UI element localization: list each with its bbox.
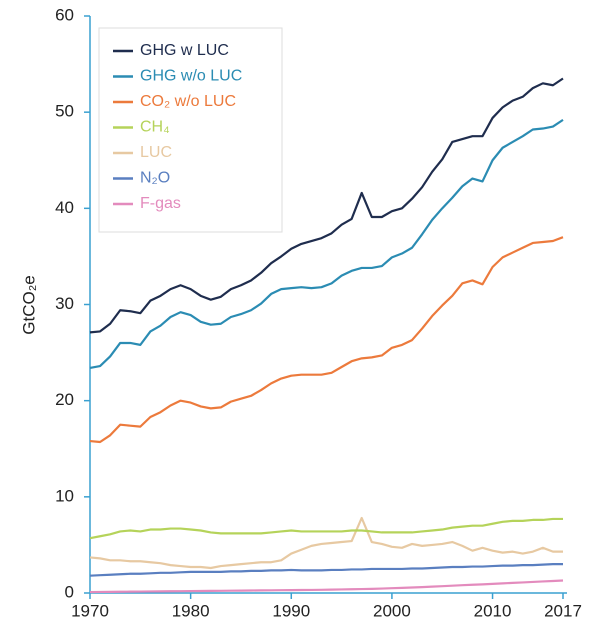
y-tick-label: 50: [55, 102, 74, 121]
series-line: [89, 579, 564, 594]
legend-label: CH₄: [140, 119, 170, 136]
y-axis-label: GtCO₂e: [19, 275, 38, 335]
legend-label: CO₂ w/o LUC: [140, 93, 236, 110]
y-tick-label: 0: [65, 582, 74, 601]
legend-label: F-gas: [140, 195, 181, 212]
y-tick-label: 60: [55, 5, 74, 24]
x-tick-label: 2000: [373, 601, 411, 620]
y-tick-label: 30: [55, 294, 74, 313]
series-line: [89, 563, 563, 577]
x-tick-label: 1980: [172, 601, 210, 620]
series-line: [89, 517, 563, 540]
series-line: [89, 118, 564, 370]
legend-box: [98, 27, 283, 233]
x-tick-label: 1970: [71, 601, 109, 620]
x-tick-label: 2017: [544, 601, 582, 620]
y-tick-label: 20: [55, 390, 74, 409]
series-line: [89, 77, 564, 334]
legend-label: LUC: [140, 144, 172, 161]
x-tick-label: 2010: [474, 601, 512, 620]
legend: GHG w LUC GHG w/o LUC CO₂ w/o LUC CH₄ LUC N₂O…: [98, 27, 283, 233]
x-tick-label: 1990: [272, 601, 310, 620]
series-line: [89, 236, 564, 444]
y-tick-label: 10: [55, 486, 74, 505]
y-tick-label: 40: [55, 198, 74, 217]
series-line: [89, 516, 563, 570]
legend-label: GHG w LUC: [140, 42, 229, 59]
legend-label: GHG w/o LUC: [140, 68, 242, 85]
legend-label: N₂O: [140, 170, 170, 187]
